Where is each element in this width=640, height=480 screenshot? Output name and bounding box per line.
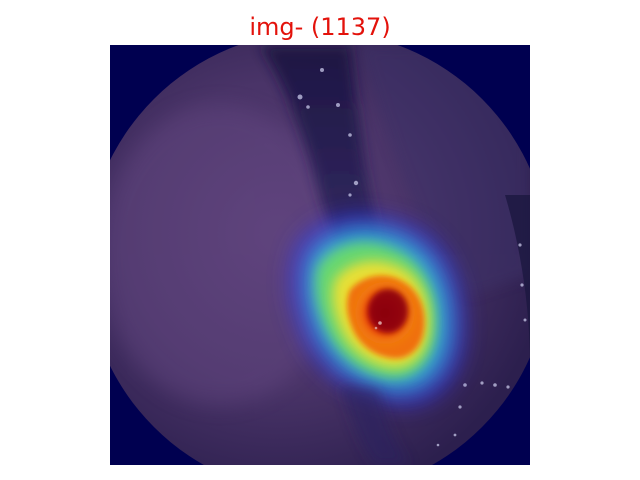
heatmap-image — [110, 45, 530, 465]
figure-title: img- (1137) — [249, 13, 391, 41]
heatmap-svg — [110, 45, 530, 465]
heatmap-overlay — [288, 213, 466, 407]
